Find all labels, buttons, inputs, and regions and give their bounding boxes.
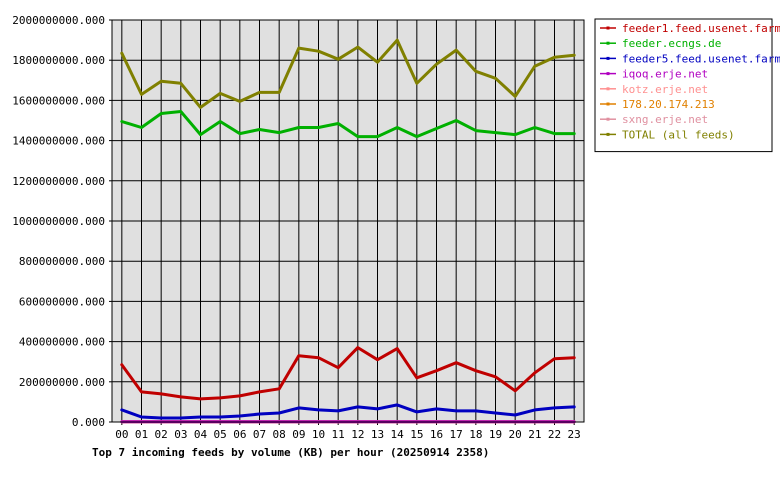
x-tick-label: 10 (312, 428, 325, 441)
y-tick-label: 600000000.000 (19, 295, 105, 308)
legend: feeder1.feed.usenet.farm feeder.ecngs.de f… (594, 18, 780, 153)
x-tick-label: 15 (410, 428, 423, 441)
y-tick-label: 1200000000.000 (12, 175, 105, 188)
legend-label-feeder1-feed-usenet-farm: feeder1.feed.usenet.farm (622, 22, 780, 35)
x-tick-label: 16 (430, 428, 443, 441)
y-axis-ticks: 0.000 200000000.000 400000000.000 600000000… (12, 14, 112, 429)
x-axis-ticks: 00 01 02 03 04 05 06 07 08 09 10 11 12 13 14 15 16 17 18 19… (115, 422, 581, 441)
x-tick-label: 01 (135, 428, 148, 441)
y-tick-label: 1600000000.000 (12, 94, 105, 107)
legend-marker-kotz-erje-net (606, 87, 610, 91)
legend-label-kotz-erje-net: kotz.erje.net (622, 83, 708, 96)
legend-marker-feeder5-feed-usenet-farm (606, 56, 610, 60)
legend-marker-feeder-ecngs-de (606, 41, 610, 45)
y-tick-label: 400000000.000 (19, 336, 105, 349)
chart-title: Top 7 incoming feeds by volume (KB) per … (92, 446, 489, 459)
x-tick-label: 12 (351, 428, 364, 441)
series-line-feeder-ecngs-de (120, 110, 576, 139)
series-line-total-all-feeds- (120, 38, 576, 109)
x-tick-label: 23 (568, 428, 581, 441)
x-tick-label: 05 (214, 428, 227, 441)
x-tick-label: 17 (450, 428, 463, 441)
y-tick-label: 1800000000.000 (12, 54, 105, 67)
x-tick-label: 11 (332, 428, 345, 441)
legend-marker-178-20-174-213 (606, 102, 610, 106)
legend-label-sxng-erje-net: sxng.erje.net (622, 113, 708, 126)
x-tick-label: 03 (174, 428, 187, 441)
legend-label-total-all-feeds-: TOTAL (all feeds) (622, 128, 735, 141)
x-tick-label: 22 (548, 428, 561, 441)
legend-box (594, 18, 773, 153)
x-tick-label: 02 (155, 428, 168, 441)
y-tick-label: 1400000000.000 (12, 135, 105, 148)
x-tick-label: 07 (253, 428, 266, 441)
y-tick-label: 2000000000.000 (12, 14, 105, 27)
legend-marker-total-all-feeds- (606, 132, 610, 136)
legend-marker-feeder1-feed-usenet-farm (606, 26, 610, 30)
x-tick-label: 08 (273, 428, 286, 441)
plot-frame (111, 19, 585, 423)
x-tick-label: 18 (469, 428, 482, 441)
series-line-feeder5-feed-usenet-farm (120, 403, 576, 420)
legend-marker-sxng-erje-net (606, 117, 610, 121)
x-tick-label: 13 (371, 428, 384, 441)
x-tick-label: 04 (194, 428, 208, 441)
legend-label-feeder-ecngs-de: feeder.ecngs.de (622, 37, 721, 50)
series-line-feeder1-feed-usenet-farm (120, 346, 576, 401)
x-tick-label: 19 (489, 428, 502, 441)
legend-marker-iqoq-erje-net (606, 72, 610, 76)
legend-label-feeder5-feed-usenet-farm: feeder5.feed.usenet.farm (622, 52, 780, 65)
y-tick-label: 0.000 (72, 416, 105, 429)
y-tick-label: 1000000000.000 (12, 215, 105, 228)
legend-label-iqoq-erje-net: iqoq.erje.net (622, 68, 708, 81)
y-tick-label: 800000000.000 (19, 255, 105, 268)
x-tick-label: 14 (391, 428, 405, 441)
y-tick-label: 200000000.000 (19, 376, 105, 389)
x-tick-label: 06 (233, 428, 246, 441)
x-tick-label: 00 (115, 428, 128, 441)
x-tick-label: 21 (528, 428, 541, 441)
x-tick-label: 20 (509, 428, 522, 441)
legend-label-178-20-174-213: 178.20.174.213 (622, 98, 715, 111)
x-tick-label: 09 (292, 428, 305, 441)
